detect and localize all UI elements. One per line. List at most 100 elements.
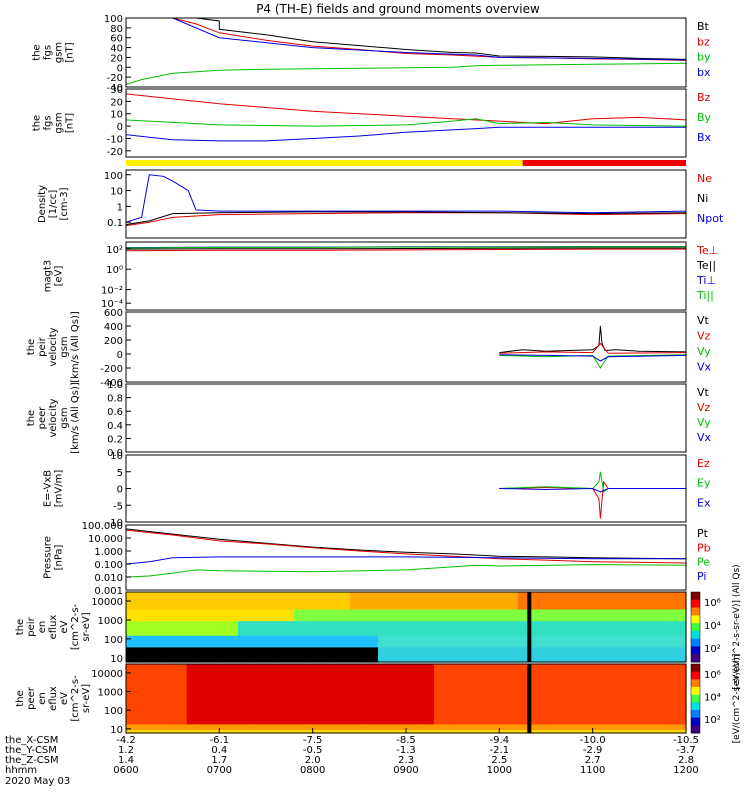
- series-line-1-2: [126, 127, 686, 141]
- y-axis-label-line-6-3: gsm: [59, 407, 70, 428]
- y-tick-label-1-5: -20: [107, 147, 123, 158]
- legend-entry-7-2: Ex: [697, 496, 711, 509]
- y-tick-label-9-0: 10000: [91, 597, 123, 608]
- y-axis-label-line-5-1: peir: [37, 336, 48, 356]
- legend-entry-6-2: Vy: [697, 416, 711, 429]
- series-line-5-2: [499, 355, 686, 368]
- y-axis-label-line-6-4: [km/s (All Qs)]: [70, 382, 81, 454]
- y-tick-label-8-0: 100.000: [82, 521, 123, 532]
- legend-entry-0-0: Bt: [697, 20, 710, 33]
- legend-entry-5-0: Vt: [697, 314, 710, 327]
- y-axis-label-7: E=-VxB[mV/m]: [43, 470, 65, 508]
- y-axis-label-line-4-0: magt3: [43, 260, 54, 293]
- y-axis-label-line-10-2: en: [37, 692, 48, 705]
- y-tick-label-5-4: -200: [100, 364, 123, 375]
- y-tick-label-1-1: 20: [110, 97, 123, 108]
- legend-entry-5-2: Vy: [697, 345, 711, 358]
- y-axis-label-line-4-1: [eV]: [54, 266, 65, 287]
- colorbar-tick-10-2: 10²: [704, 715, 721, 726]
- colorbar-tick-10-0: 10⁶: [704, 670, 721, 681]
- legend-entry-0-1: bz: [697, 35, 710, 48]
- y-tick-label-1-3: 0: [117, 122, 123, 133]
- axis-value-hhmm-4: 1000: [487, 765, 512, 776]
- y-axis-label-line-3-2: [cm-3]: [59, 187, 70, 220]
- legend-entry-0-2: by: [697, 51, 711, 64]
- y-axis-label-line-9-4: eV: [59, 620, 70, 633]
- legend-entry-7-1: Ey: [697, 477, 711, 490]
- y-axis-label-3: Density[1/cc][cm-3]: [37, 185, 70, 223]
- y-axis-label-line-10-6: sr-eV]: [81, 684, 92, 713]
- legend-entry-6-3: Vx: [697, 431, 712, 444]
- y-axis-label-line-3-0: Density: [37, 185, 48, 223]
- y-axis-label-line-1-0: the: [32, 115, 43, 131]
- legend-entry-3-1: Ni: [697, 192, 708, 205]
- y-tick-label-7-3: -5: [113, 501, 123, 512]
- axis-value-hhmm-5: 1100: [580, 765, 605, 776]
- y-axis-label-line-6-1: peer: [37, 406, 48, 430]
- legend-entry-4-0: Te⊥: [696, 244, 718, 257]
- y-tick-label-5-0: 600: [104, 308, 123, 319]
- colorbar-tick-9-0: 10⁶: [704, 598, 721, 609]
- series-line-5-0: [499, 326, 686, 353]
- axis-row-label-4: 2020 May 03: [5, 776, 70, 787]
- y-tick-label-8-2: 1.000: [94, 547, 123, 558]
- spectrogram-10: [126, 664, 687, 734]
- data-gap-stripe: [527, 664, 531, 733]
- y-tick-label-8-5: 0.001: [94, 586, 123, 597]
- axis-value-hhmm-0: 0600: [113, 765, 138, 776]
- y-axis-label-line-5-3: gsm: [59, 336, 70, 357]
- y-axis-label-line-8-0: Pressure: [43, 536, 54, 579]
- y-tick-label-3-3: 0.1: [107, 218, 123, 229]
- y-axis-label-line-10-3: eflux: [48, 686, 59, 711]
- panel-frame-6: [126, 384, 686, 452]
- y-tick-label-10-1: 1000: [98, 688, 123, 699]
- legend-entry-1-2: Bx: [697, 131, 712, 144]
- y-axis-label-line-0-0: the: [32, 44, 43, 60]
- axis-value-hhmm-3: 0900: [393, 765, 418, 776]
- y-tick-label-10-0: 10000: [91, 669, 123, 680]
- y-axis-label-line-9-6: sr-eV]: [81, 612, 92, 641]
- y-axis-label-line-5-4: [km/s (All Qs)]: [70, 311, 81, 383]
- y-axis-label-line-7-0: E=-VxB: [43, 470, 54, 507]
- y-axis-label-line-5-2: velocity: [48, 327, 59, 366]
- y-tick-label-6-4: 0.2: [107, 434, 123, 445]
- legend-entry-7-0: Ez: [697, 457, 710, 470]
- y-tick-label-5-1: 400: [104, 322, 123, 333]
- legend-entry-8-1: Pb: [697, 541, 711, 554]
- series-line-8-2: [126, 565, 686, 577]
- y-tick-label-6-1: 0.8: [107, 394, 123, 405]
- colorbar-tick-9-2: 10²: [704, 644, 721, 655]
- y-tick-label-4-0: 10²: [106, 245, 123, 256]
- y-axis-label-line-0-1: fgs: [43, 45, 54, 60]
- legend-entry-6-0: Vt: [697, 386, 710, 399]
- y-axis-label-line-1-3: [nT]: [65, 113, 76, 133]
- legend-entry-3-2: Npot: [697, 212, 724, 225]
- y-axis-label-line-9-2: en: [37, 621, 48, 634]
- y-tick-label-7-0: 10: [110, 451, 123, 462]
- y-tick-label-6-0: 1.0: [107, 380, 123, 391]
- ephemeris-segment-0: [126, 160, 523, 166]
- figure-title: P4 (TH-E) fields and ground moments over…: [256, 2, 540, 16]
- series-line-5-3: [499, 355, 686, 361]
- y-tick-label-7-2: 0: [117, 485, 123, 496]
- y-tick-label-4-1: 10⁰: [106, 265, 123, 276]
- y-tick-label-10-2: 100: [104, 706, 123, 717]
- data-gap-stripe: [527, 592, 531, 662]
- y-axis-label-line-10-1: peer: [26, 686, 37, 710]
- panel-frame-7: [126, 455, 686, 522]
- legend-entry-1-0: Bz: [697, 91, 711, 104]
- y-axis-label-line-9-1: peir: [26, 616, 37, 636]
- panel-frame-3: [126, 170, 686, 238]
- legend-entry-4-3: Ti||: [696, 289, 714, 302]
- y-tick-label-8-4: 0.010: [94, 573, 123, 584]
- y-axis-label-line-7-1: [mV/m]: [54, 470, 65, 508]
- series-line-3-0: [126, 213, 686, 226]
- y-tick-label-4-2: 10⁻²: [101, 286, 123, 297]
- y-axis-label-line-8-1: [nPa]: [54, 544, 65, 570]
- y-tick-label-1-2: 10: [110, 110, 123, 121]
- series-line-1-0: [126, 94, 686, 124]
- legend-entry-8-3: Pi: [697, 570, 706, 583]
